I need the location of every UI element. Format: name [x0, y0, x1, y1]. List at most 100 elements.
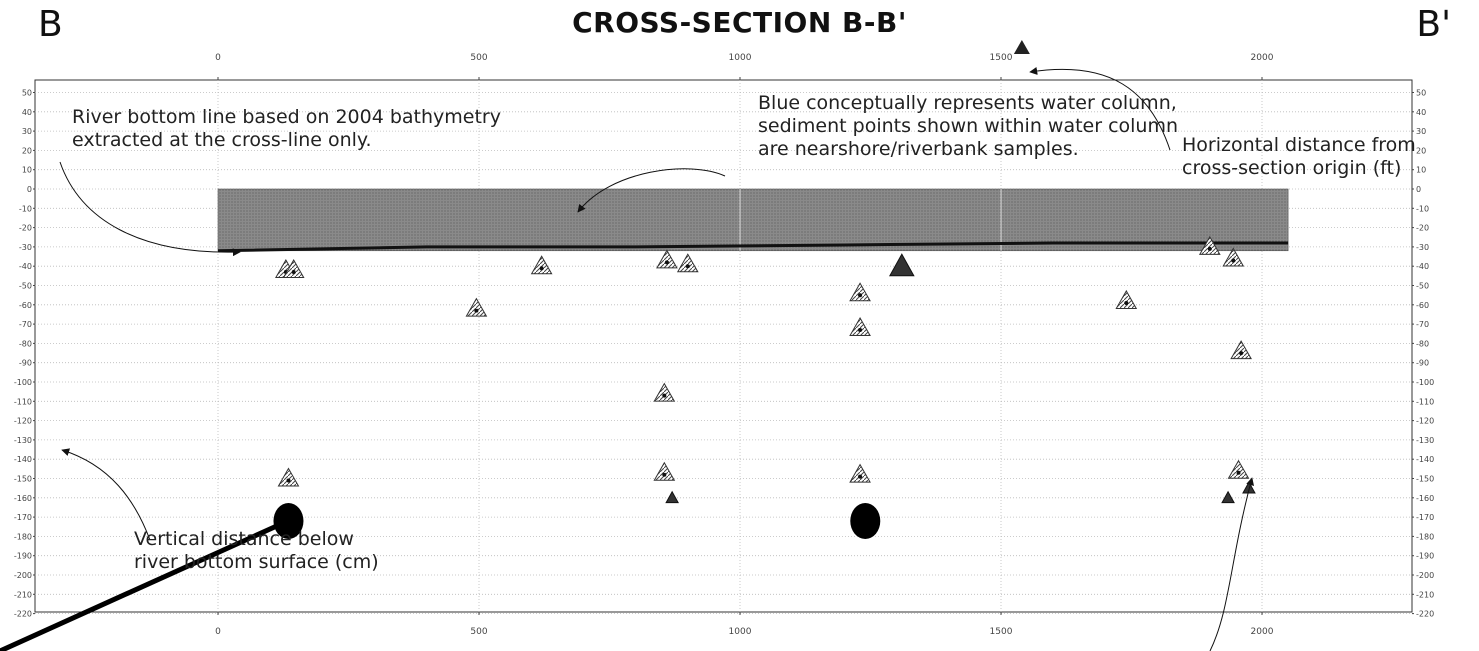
y-tick-label-left: 40 [22, 108, 32, 117]
y-tick-label-left: -40 [19, 262, 32, 271]
arrow-river-bottom [59, 161, 241, 257]
arrow-bottom-right [1209, 477, 1254, 651]
arrow-vertical-distance [61, 448, 151, 541]
sample-triangle-dot [662, 472, 667, 477]
y-tick-label-left: -50 [19, 282, 32, 291]
y-tick-label-right: -70 [1416, 320, 1429, 329]
chart-title: CROSS-SECTION B-B' [572, 6, 907, 39]
y-tick-label-right: 40 [1416, 108, 1426, 117]
sample-triangle-dot [1231, 258, 1236, 263]
annotation-river-bottom-line-2: extracted at the cross-line only. [72, 129, 372, 151]
y-tick-label-right: -130 [1416, 436, 1434, 445]
y-tick-label-right: 50 [1416, 89, 1426, 98]
sample-triangle-hatched [277, 467, 300, 487]
sample-triangle-dot [1239, 351, 1244, 356]
sample-triangle-dot [286, 478, 291, 483]
y-tick-label-left: -60 [19, 301, 32, 310]
sample-triangle-dot [474, 308, 479, 313]
sample-triangle-hatched [1115, 289, 1138, 309]
y-tick-label-left: -130 [14, 436, 32, 445]
sample-triangle-dot [858, 293, 863, 298]
pointer-line [0, 517, 292, 651]
sample-triangle-dot [1124, 300, 1129, 305]
y-tick-label-right: -190 [1416, 552, 1434, 561]
y-tick-label-left: -90 [19, 359, 32, 368]
sample-triangle-dot [291, 270, 296, 275]
y-tick-label-left: -170 [14, 513, 32, 522]
x-tick-label-top: 0 [215, 53, 221, 63]
sample-triangle-dot [685, 264, 690, 269]
y-tick-label-right: -100 [1416, 378, 1434, 387]
sample-triangle-hatched [465, 297, 488, 317]
annotation-river-bottom-line-1: River bottom line based on 2004 bathymet… [72, 106, 501, 128]
y-tick-label-right: -170 [1416, 513, 1434, 522]
y-tick-label-left: -30 [19, 243, 32, 252]
sample-triangle-hatched [1227, 459, 1250, 479]
sample-triangle-dot [858, 474, 863, 479]
annotation-horizontal-distance: Horizontal distance from cross-section o… [1182, 134, 1416, 180]
y-tick-label-right: -10 [1416, 204, 1429, 213]
y-tick-label-right: -40 [1416, 262, 1429, 271]
sample-triangle-dot [662, 393, 667, 398]
y-tick-label-right: -150 [1416, 475, 1434, 484]
x-tick-label-top: 1500 [990, 53, 1013, 63]
annotation-vertical-line-1: Vertical distance below [134, 528, 354, 550]
y-tick-label-left: 20 [22, 146, 32, 155]
y-tick-label-left: -20 [19, 224, 32, 233]
y-tick-label-left: -180 [14, 532, 32, 541]
annotation-water-column: Blue conceptually represents water colum… [758, 92, 1178, 161]
y-tick-label-right: -140 [1416, 455, 1434, 464]
y-tick-label-right: 0 [1416, 185, 1421, 194]
corner-label-right: B' [1416, 4, 1451, 45]
sample-triangle-solid [1221, 490, 1235, 504]
sample-triangle-dot [858, 327, 863, 332]
y-tick-label-right: -160 [1416, 494, 1434, 503]
sample-triangle-hatched [1198, 235, 1221, 255]
sample-triangle-dot [664, 260, 669, 265]
y-tick-label-left: 50 [22, 89, 32, 98]
annotation-vertical-line-2: river bottom surface (cm) [134, 551, 379, 573]
sample-triangle-hatched [530, 255, 553, 275]
y-tick-label-right: -90 [1416, 359, 1429, 368]
sample-triangle-hatched [653, 461, 676, 481]
y-tick-label-right: 20 [1416, 146, 1426, 155]
water-column [217, 188, 1289, 252]
y-tick-label-right: -110 [1416, 397, 1434, 406]
x-tick-label-top: 500 [470, 53, 487, 63]
y-tick-label-left: -190 [14, 552, 32, 561]
annotation-vertical-distance: Vertical distance below river bottom sur… [134, 528, 379, 574]
sample-triangle-solid [888, 253, 915, 277]
solid-triangle-marker [1013, 40, 1030, 54]
sample-triangle-solid [1242, 481, 1256, 494]
x-tick-label-bottom: 2000 [1251, 627, 1274, 637]
sample-triangle-hatched [1230, 340, 1252, 360]
annotation-water-column-line-2: sediment points shown within water colum… [758, 115, 1179, 137]
sample-triangle-dot [1207, 246, 1212, 251]
y-tick-label-right: 10 [1416, 166, 1426, 175]
sample-triangle-solid [665, 490, 679, 504]
y-tick-label-right: -210 [1416, 590, 1434, 599]
sample-triangle-hatched [282, 259, 305, 279]
x-tick-label-bottom: 0 [215, 627, 221, 637]
y-tick-label-left: -160 [14, 494, 32, 503]
sample-triangle-hatched [656, 249, 678, 269]
sample-triangle-hatched [849, 316, 871, 336]
y-tick-label-left: -80 [19, 339, 32, 348]
y-tick-label-right: -200 [1416, 571, 1434, 580]
annotation-river-bottom: River bottom line based on 2004 bathymet… [72, 106, 501, 152]
y-tick-label-right: -20 [1416, 224, 1429, 233]
y-tick-label-left: -200 [14, 571, 32, 580]
y-tick-label-left: -10 [19, 204, 32, 213]
y-tick-label-right: -120 [1416, 417, 1434, 426]
y-tick-label-left: -150 [14, 475, 32, 484]
sample-triangle-dot [1236, 470, 1241, 475]
plot-area [34, 79, 1413, 613]
river-bottom-line [217, 241, 1289, 253]
x-tick-label-bottom: 1500 [990, 627, 1013, 637]
y-tick-label-left: -220 [14, 610, 32, 619]
arrow-horizontal-distance [1029, 66, 1171, 151]
y-tick-label-right: -60 [1416, 301, 1429, 310]
y-tick-label-left: -70 [19, 320, 32, 329]
y-tick-label-left: -140 [14, 455, 32, 464]
